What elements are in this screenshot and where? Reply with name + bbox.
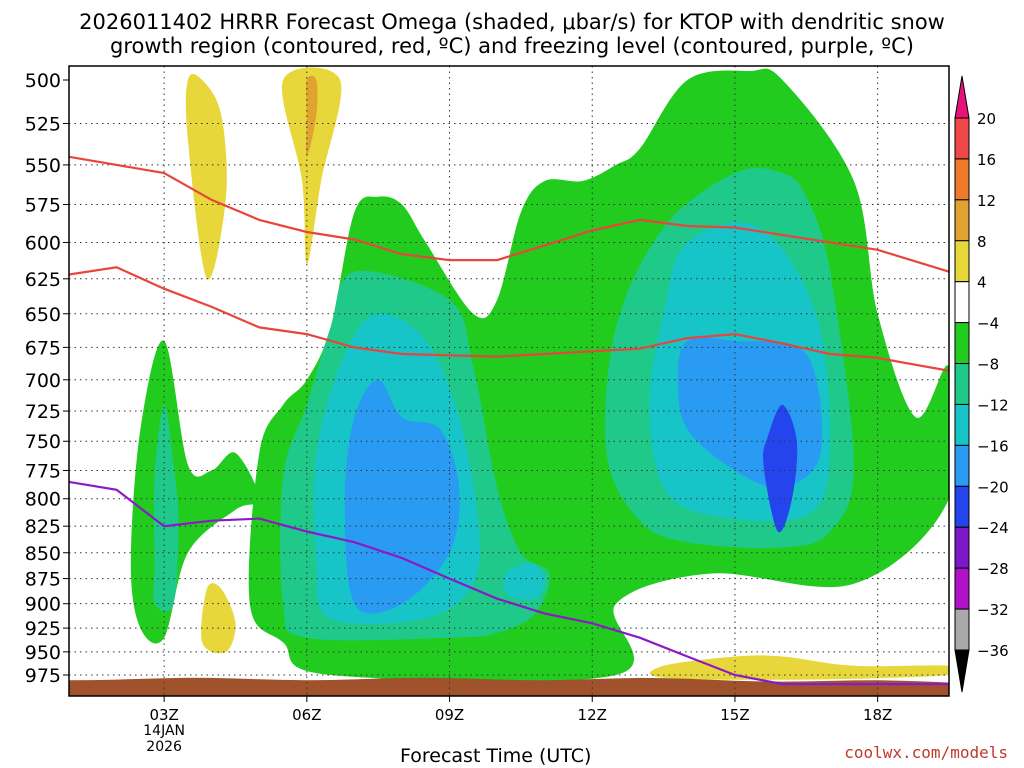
colorbar-bin — [954, 403, 970, 446]
colorbar-bin — [954, 363, 970, 405]
colorbar-label: −20 — [977, 478, 1009, 496]
colorbar-bin — [954, 158, 970, 201]
y-tick-label: 625 — [25, 269, 61, 291]
chart-title-line-2: growth region (contoured, red, ºC) and f… — [110, 34, 914, 58]
omega-region-1 — [130, 340, 260, 644]
omega-region-13 — [306, 75, 318, 157]
colorbar-label: 20 — [977, 110, 996, 128]
omega-region-10 — [763, 404, 798, 533]
y-tick-label: 650 — [25, 304, 61, 326]
x-tick-label: 18Z — [863, 706, 892, 724]
plot-frame — [68, 65, 950, 697]
y-tick-label: 850 — [25, 543, 61, 565]
omega-region-15 — [650, 655, 949, 680]
colorbar-bin — [954, 526, 970, 569]
colorbar-label: 12 — [977, 192, 996, 210]
colorbar-bin — [954, 485, 970, 528]
y-tick-label: 525 — [25, 113, 61, 135]
y-tick-label: 925 — [25, 618, 61, 640]
plot-area — [69, 66, 949, 696]
colorbar-label: −32 — [977, 601, 1009, 619]
omega-region-4 — [153, 404, 179, 612]
colorbar-label: 8 — [977, 233, 987, 251]
omega-region-14 — [201, 583, 236, 654]
colorbar-bin — [954, 117, 970, 160]
y-tick-label: 600 — [25, 232, 61, 254]
chart-title-line-1: 2026011402 HRRR Forecast Omega (shaded, … — [79, 10, 945, 34]
y-tick-label: 775 — [25, 460, 61, 482]
colorbar-label: −28 — [977, 560, 1009, 578]
y-tick-label: 900 — [25, 594, 61, 616]
omega-region-8 — [344, 379, 460, 614]
x-tick-label: 06Z — [292, 706, 321, 724]
colorbar-label: −8 — [977, 356, 999, 374]
x-tick-label: 12Z — [578, 706, 607, 724]
credit-link[interactable]: coolwx.com/models — [844, 743, 1008, 762]
y-tick-label: 725 — [25, 401, 61, 423]
colorbar-label: −24 — [977, 519, 1009, 537]
x-tick-label: 03Z — [149, 706, 178, 724]
y-tick-label: 950 — [25, 642, 61, 664]
x-axis-title: Forecast Time (UTC) — [400, 745, 592, 767]
date-label: 14JAN 2026 — [128, 723, 200, 755]
x-tick-label: 15Z — [720, 706, 749, 724]
colorbar-label: −12 — [977, 396, 1009, 414]
y-tick-label: 975 — [25, 665, 61, 687]
x-tick-label: 09Z — [435, 706, 464, 724]
colorbar-bin — [954, 567, 970, 610]
terrain-fill — [69, 677, 949, 696]
y-tick-label: 825 — [25, 516, 61, 538]
colorbar-label: −4 — [977, 315, 999, 333]
colorbar-top-triangle — [954, 75, 970, 119]
colorbar-bin — [954, 199, 970, 242]
colorbar-label: −16 — [977, 437, 1009, 455]
colorbar-bin — [954, 608, 970, 651]
y-tick-label: 675 — [25, 337, 61, 359]
colorbar-label: −36 — [977, 642, 1009, 660]
y-tick-label: 500 — [25, 70, 61, 92]
y-tick-label: 875 — [25, 569, 61, 591]
y-tick-label: 750 — [25, 431, 61, 453]
omega-region-11 — [185, 73, 227, 280]
freezing-level-line — [69, 480, 949, 686]
dgz-lower-isotherm-line — [69, 266, 949, 372]
colorbar-bin — [954, 322, 970, 365]
date-line-2: 2026 — [146, 739, 182, 755]
omega-region-12 — [281, 67, 342, 265]
colorbar-bin — [954, 444, 970, 487]
y-tick-label: 575 — [25, 195, 61, 217]
colorbar-bottom-triangle — [954, 649, 970, 693]
y-tick-label: 800 — [25, 489, 61, 511]
colorbar-label: 16 — [977, 151, 996, 169]
y-tick-label: 550 — [25, 155, 61, 177]
y-tick-label: 700 — [25, 370, 61, 392]
omega-region-7 — [503, 563, 545, 600]
colorbar-label: 4 — [977, 274, 987, 292]
dgz-upper-isotherm-line — [69, 155, 949, 273]
colorbar-bin — [954, 281, 970, 324]
colorbar-bin — [954, 240, 970, 283]
date-line-1: 14JAN — [143, 723, 185, 739]
